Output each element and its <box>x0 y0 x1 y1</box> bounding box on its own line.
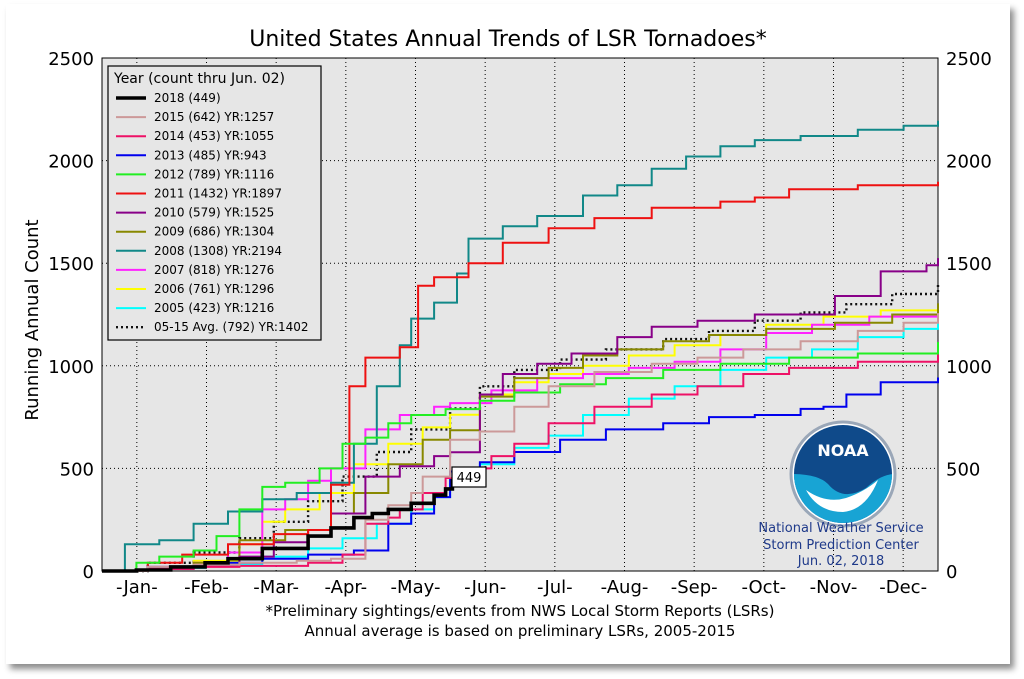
y-tick-label-left: 1000 <box>48 357 94 378</box>
legend-box <box>107 65 322 341</box>
annotation-label: 449 <box>457 471 482 486</box>
legend-entry-label: 2008 (1308) YR:2194 <box>154 244 282 258</box>
legend-entry-label: 2018 (449) <box>154 91 221 105</box>
series-line-4 <box>102 342 939 572</box>
tornado-trend-chart: United States Annual Trends of LSR Torna… <box>22 27 992 640</box>
x-tick-label: -Apr- <box>325 577 368 598</box>
noaa-logo: NOAA <box>789 420 897 528</box>
y-tick-label-right: 500 <box>946 459 980 480</box>
chart-title: United States Annual Trends of LSR Torna… <box>249 27 766 52</box>
legend-entry-label: 2013 (485) YR:943 <box>154 148 267 162</box>
y-tick-label-left: 1500 <box>48 254 94 275</box>
credit-line-1: National Weather Service <box>758 521 923 536</box>
legend-entry-label: 2012 (789) YR:1116 <box>154 167 274 181</box>
y-tick-label-left: 2500 <box>48 49 94 70</box>
series-layer <box>102 120 940 573</box>
x-tick-label: -Aug- <box>601 577 649 598</box>
legend-entry-label: 2006 (761) YR:1296 <box>154 282 274 296</box>
x-tick-label: -May- <box>391 577 441 598</box>
legend-entry-label: 05-15 Avg. (792) YR:1402 <box>154 320 309 334</box>
legend-entry-label: 2005 (423) YR:1216 <box>154 301 274 315</box>
series-line-5 <box>102 181 939 572</box>
x-tick-label: -Mar- <box>253 577 299 598</box>
x-tick-label: -Sep- <box>671 577 718 598</box>
y-tick-label-right: 2000 <box>946 152 992 173</box>
credit-line-2: Storm Prediction Center <box>763 538 919 553</box>
x-tick-label: -Jun- <box>464 577 506 598</box>
y-tick-label-right: 0 <box>946 562 957 583</box>
x-tick-label: -Jul- <box>537 577 573 598</box>
series-line-3 <box>102 377 939 572</box>
y-axis-label: Running Annual Count <box>22 219 43 420</box>
y-axis-left: 0 500 1000 1500 2000 2500 <box>48 49 94 583</box>
legend-title: Year (count thru Jun. 02) <box>113 71 285 87</box>
y-tick-label-right: 1500 <box>946 254 992 275</box>
y-tick-label-right: 2500 <box>946 49 992 70</box>
x-axis: -Jan- -Feb- -Mar- -Apr- -May- -Jun- -Jul- -Aug-… <box>116 577 927 598</box>
x-tick-label: -Dec- <box>879 577 927 598</box>
y-tick-label-right: 1000 <box>946 357 992 378</box>
legend-entry-label: 2015 (642) YR:1257 <box>154 110 274 124</box>
x-tick-label: -Jan- <box>116 577 158 598</box>
legend-entry-label: 2011 (1432) YR:1897 <box>154 187 282 201</box>
y-tick-label-left: 0 <box>83 562 94 583</box>
legend-entry-label: 2010 (579) YR:1525 <box>154 206 274 220</box>
chart-frame: United States Annual Trends of LSR Torna… <box>6 4 1010 664</box>
x-tick-label: -Nov- <box>810 577 858 598</box>
series-line-12 <box>102 283 940 573</box>
legend-entry-label: 2007 (818) YR:1276 <box>154 263 274 277</box>
credit-line-3: Jun. 02, 2018 <box>797 554 884 569</box>
series-line-0 <box>102 478 455 573</box>
y-axis-right: 0 500 1000 1500 2000 2500 <box>946 49 992 583</box>
series-line-6 <box>102 258 939 572</box>
footnote-1: *Preliminary sightings/events from NWS L… <box>266 602 775 620</box>
x-tick-label: -Oct- <box>742 577 787 598</box>
legend-entries: 2018 (449) 2015 (642) YR:1257 2014 (453) Y… <box>116 91 309 334</box>
y-tick-label-left: 2000 <box>48 152 94 173</box>
legend-entry-label: 2014 (453) YR:1055 <box>154 129 274 143</box>
x-tick-label: -Feb- <box>184 577 229 598</box>
current-count-annotation: 449 <box>451 466 487 488</box>
noaa-logo-text: NOAA <box>817 441 869 460</box>
footnote-2: Annual average is based on preliminary L… <box>305 622 736 640</box>
series-line-1 <box>102 313 939 572</box>
series-line-8 <box>102 120 939 572</box>
legend: Year (count thru Jun. 02) 2018 (449) 2015… <box>107 65 322 341</box>
y-tick-label-left: 500 <box>60 459 94 480</box>
legend-entry-label: 2009 (686) YR:1304 <box>154 225 274 239</box>
